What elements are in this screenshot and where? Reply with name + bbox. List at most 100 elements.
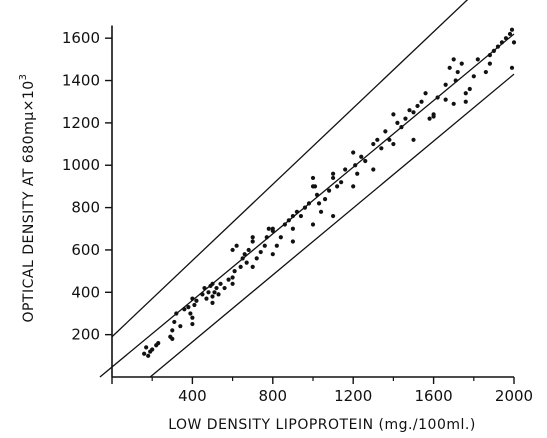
data-point: [419, 99, 424, 104]
data-point: [170, 328, 175, 333]
data-point: [190, 315, 195, 320]
data-point: [200, 292, 205, 297]
data-point: [310, 222, 316, 227]
data-point: [463, 99, 468, 104]
upper-limit-line: [111, 0, 469, 338]
data-point: [290, 226, 295, 231]
data-point: [218, 281, 223, 286]
data-point: [316, 201, 322, 206]
data-point: [495, 44, 501, 49]
x-tick-label: 2000: [495, 387, 533, 405]
data-point: [234, 243, 239, 248]
y-tick-label: 1600: [62, 29, 100, 47]
data-point: [144, 345, 149, 350]
data-point: [282, 222, 287, 227]
data-point: [335, 184, 340, 189]
data-point: [471, 74, 476, 79]
x-tick-label: 800: [258, 387, 287, 405]
x-axis-ticks: 400 800 1200 1600 2000: [111, 377, 533, 405]
data-point: [192, 302, 197, 308]
y-tick-label: 1400: [62, 72, 100, 90]
data-point: [250, 264, 255, 269]
data-point: [242, 252, 247, 257]
data-point: [467, 86, 472, 92]
data-point: [186, 305, 191, 310]
y-axis-title-main: OPTICAL DENSITY AT 680mμ×10: [21, 80, 37, 322]
data-point: [142, 351, 147, 356]
data-point: [270, 252, 275, 257]
lower-limit-line: [149, 73, 515, 378]
data-point: [451, 57, 456, 62]
data-point: [371, 141, 376, 147]
data-point: [487, 61, 492, 66]
data-point: [511, 40, 517, 45]
data-point: [302, 205, 308, 210]
data-point: [463, 91, 468, 96]
y-tick-label: 200: [71, 326, 100, 344]
data-point: [226, 277, 231, 282]
data-point: [178, 324, 183, 329]
data-point: [190, 321, 195, 327]
data-point: [150, 347, 155, 352]
data-point: [509, 65, 515, 70]
data-point: [339, 180, 344, 185]
data-point: [459, 61, 464, 66]
data-point: [507, 31, 513, 37]
y-tick-label: 1000: [62, 156, 100, 174]
data-point: [244, 260, 249, 265]
x-tick-label: 400: [178, 387, 207, 405]
data-point: [499, 40, 505, 45]
data-point: [487, 53, 492, 58]
data-point: [351, 184, 356, 189]
data-point: [170, 336, 175, 341]
data-point: [331, 171, 336, 176]
data-point: [314, 192, 320, 197]
data-point: [250, 235, 255, 240]
data-point: [391, 112, 396, 117]
data-point: [250, 239, 255, 244]
data-point: [475, 57, 480, 62]
data-point: [230, 247, 235, 253]
data-point: [423, 91, 428, 96]
data-point: [210, 281, 215, 286]
data-point: [306, 201, 312, 206]
data-point: [403, 116, 408, 121]
data-point: [212, 290, 217, 295]
data-point: [411, 137, 416, 142]
data-point: [156, 341, 161, 346]
data-point: [206, 290, 211, 295]
data-point: [318, 209, 324, 214]
regression-line: [99, 33, 515, 378]
data-point: [240, 256, 245, 261]
data-point: [371, 167, 376, 172]
data-point: [232, 269, 237, 274]
y-tick-label: 600: [71, 241, 100, 259]
data-point: [210, 300, 215, 305]
x-tick-label: 1600: [415, 387, 453, 405]
data-point: [455, 69, 460, 75]
data-point: [278, 235, 283, 240]
data-point: [322, 197, 328, 202]
data-point: [274, 243, 279, 248]
data-point: [238, 264, 243, 269]
data-point: [503, 36, 509, 41]
data-point: [509, 27, 515, 32]
data-point: [202, 285, 207, 291]
data-point: [310, 175, 316, 181]
x-tick-label: 1200: [334, 387, 372, 405]
data-point: [443, 82, 448, 87]
data-point: [246, 247, 251, 253]
y-axis-ticks: 200 400 600 800 1000 1200 1400 1600: [62, 29, 112, 344]
data-point: [262, 243, 267, 248]
data-point: [395, 120, 400, 125]
data-point: [254, 256, 259, 261]
data-point: [216, 292, 221, 297]
data-point: [363, 158, 368, 164]
data-point: [294, 209, 300, 214]
data-point: [391, 141, 396, 147]
y-axis-title-superscript: 3: [18, 73, 29, 80]
data-point: [270, 226, 275, 231]
data-point: [399, 125, 404, 130]
data-point: [353, 163, 358, 168]
y-tick-label: 1200: [62, 114, 100, 132]
